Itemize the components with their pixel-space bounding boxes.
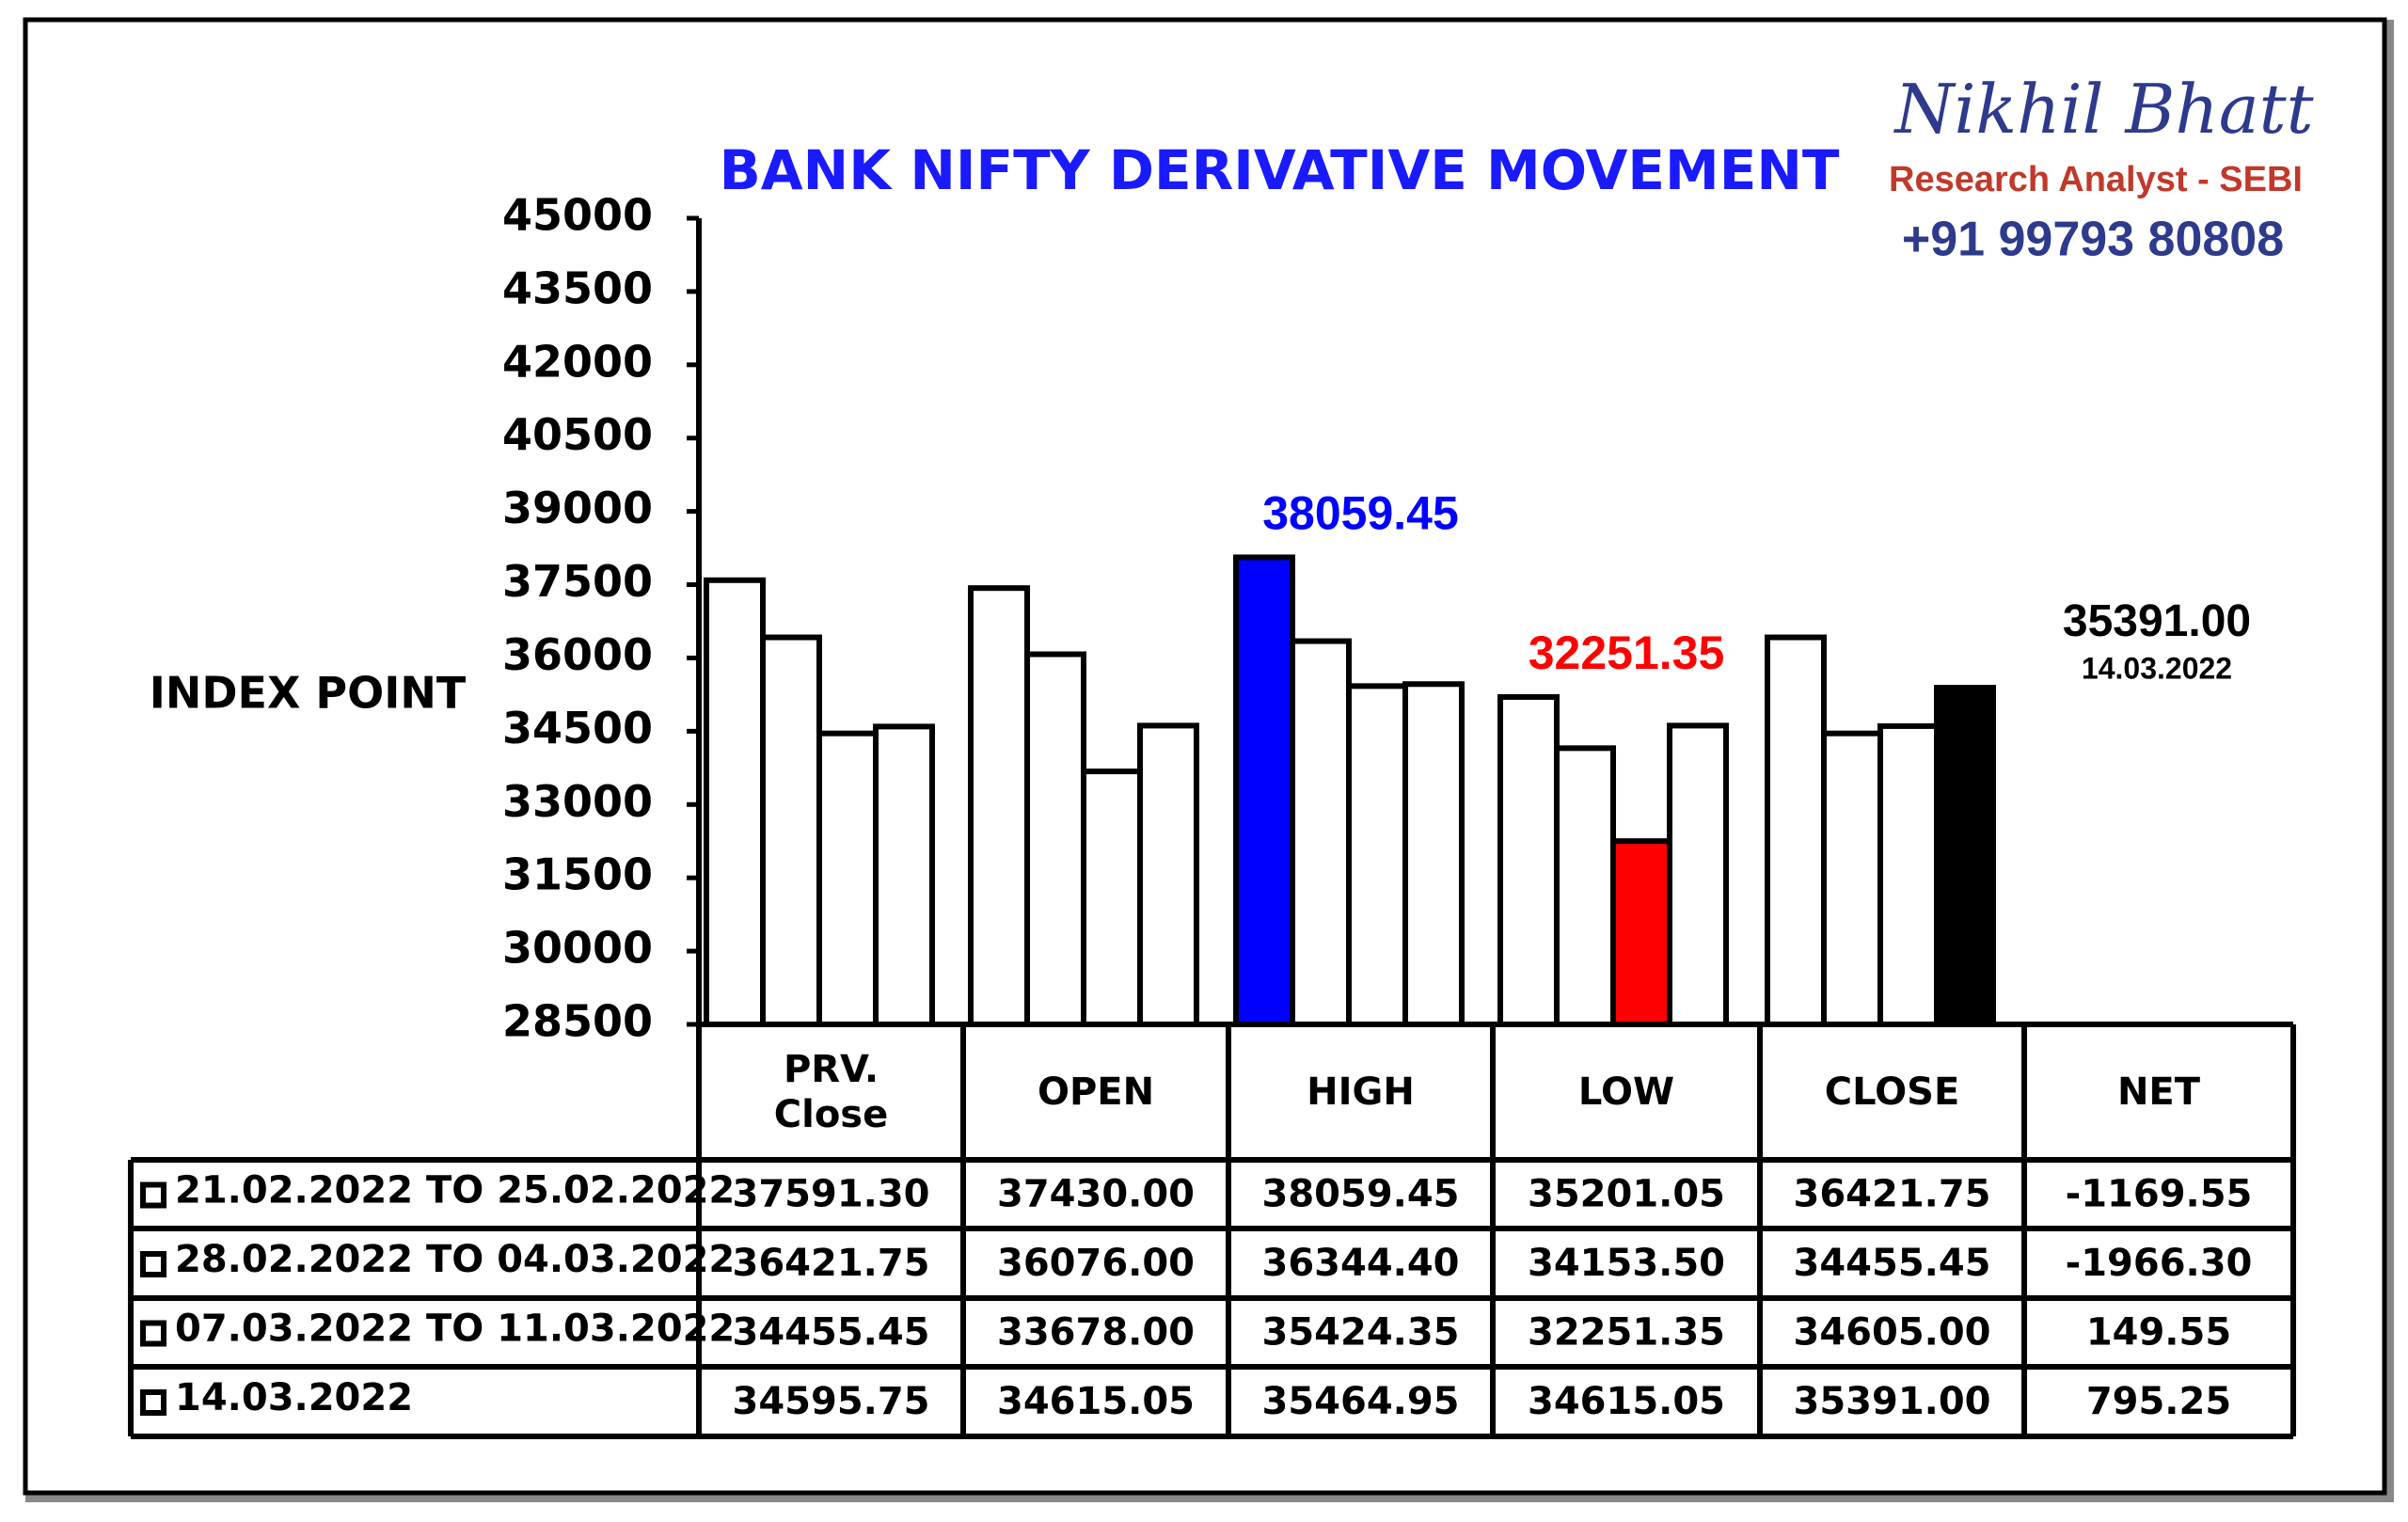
legend-box — [140, 1320, 166, 1347]
table-cell: 34615.05 — [1528, 1380, 1725, 1423]
y-tick-label: 39000 — [502, 483, 653, 533]
row-label: 21.02.2022 TO 25.02.2022 — [175, 1169, 735, 1213]
brand-phone: +91 99793 80808 — [1902, 213, 2284, 267]
data-label: 35391.00 — [2063, 596, 2251, 646]
bar — [1934, 685, 1996, 1027]
bar — [1667, 722, 1729, 1027]
header-label: CLOSE — [1824, 1070, 1960, 1114]
bar — [873, 723, 935, 1027]
bar — [1610, 838, 1672, 1028]
row-label: 07.03.2022 TO 11.03.2022 — [175, 1308, 735, 1351]
table-cell: 34595.75 — [732, 1380, 929, 1423]
bar — [1554, 745, 1616, 1028]
header-label: OPEN — [1037, 1070, 1155, 1114]
table-cell: 36421.75 — [732, 1242, 929, 1285]
header-label: LOW — [1577, 1070, 1675, 1114]
y-tick-label: 43500 — [502, 262, 653, 313]
table-header-cell: OPEN — [963, 1024, 1228, 1160]
header-text: PRV. Close — [699, 1024, 963, 1160]
table-cell: -1966.30 — [2066, 1242, 2253, 1285]
bar — [760, 634, 822, 1028]
chart-title: BANK NIFTY DERIVATIVE MOVEMENT — [720, 138, 1840, 202]
bar — [1497, 693, 1560, 1027]
table-cell: 32251.35 — [1528, 1311, 1725, 1355]
brand-role: Research Analyst - SEBI — [1889, 160, 2303, 199]
table-cell: 37591.30 — [732, 1173, 929, 1216]
y-tick-label: 30000 — [502, 923, 653, 974]
row-label: 14.03.2022 — [175, 1376, 413, 1419]
table-cell: 34153.50 — [1528, 1242, 1725, 1285]
data-label: 38059.45 — [1262, 487, 1459, 540]
table-cell: 37430.00 — [997, 1173, 1195, 1216]
table-header-cell: NET — [2024, 1024, 2293, 1160]
y-axis-label: INDEX POINT — [150, 668, 467, 719]
legend-box — [140, 1181, 166, 1209]
header-text: CLOSE — [1760, 1024, 2024, 1160]
bar — [968, 585, 1030, 1027]
table-cell: 38059.45 — [1261, 1173, 1459, 1216]
bar — [1877, 722, 1940, 1027]
table-cell: 795.25 — [2086, 1380, 2231, 1423]
header-label: PRV. Close — [773, 1048, 889, 1136]
y-tick-label: 45000 — [502, 190, 653, 241]
header-text: NET — [2024, 1024, 2293, 1160]
bar — [1024, 651, 1086, 1027]
header-text: HIGH — [1228, 1024, 1493, 1160]
table-cell: 35201.05 — [1528, 1173, 1725, 1216]
y-tick-label: 31500 — [502, 849, 653, 900]
table-cell: 36344.40 — [1261, 1242, 1459, 1285]
bar — [1765, 634, 1827, 1028]
y-tick-label: 28500 — [502, 996, 653, 1047]
y-tick-label: 34500 — [502, 703, 653, 753]
table-cell: 149.55 — [2086, 1311, 2231, 1355]
legend-box — [140, 1389, 166, 1416]
y-tick-label: 33000 — [502, 776, 653, 827]
header-label: NET — [2116, 1070, 2201, 1114]
y-tick-label: 37500 — [502, 556, 653, 607]
bar — [1137, 722, 1199, 1027]
table-cell: 34455.45 — [1793, 1242, 1990, 1285]
bar — [816, 730, 879, 1027]
bar — [1346, 683, 1408, 1027]
bar — [1821, 730, 1883, 1027]
bar — [1290, 638, 1352, 1027]
table-cell: 36076.00 — [997, 1242, 1195, 1285]
table-header-cell: LOW — [1493, 1024, 1760, 1160]
bar — [1233, 554, 1295, 1028]
table-cell: 34615.05 — [997, 1380, 1195, 1423]
header-label: HIGH — [1307, 1070, 1415, 1114]
table-header-cell: CLOSE — [1760, 1024, 2024, 1160]
y-tick-label: 42000 — [502, 336, 653, 387]
row-label: 28.02.2022 TO 04.03.2022 — [175, 1238, 735, 1281]
table-cell: 35424.35 — [1261, 1311, 1459, 1355]
table-cell: 33678.00 — [997, 1311, 1195, 1355]
header-text: OPEN — [963, 1024, 1228, 1160]
table-header-cell: HIGH — [1228, 1024, 1493, 1160]
table-header-cell: PRV. Close — [699, 1024, 963, 1160]
header-text: LOW — [1493, 1024, 1760, 1160]
brand-name: Nikhil Bhatt — [1893, 70, 2314, 149]
data-label-date: 14.03.2022 — [2082, 652, 2232, 686]
data-label: 32251.35 — [1529, 626, 1725, 679]
table-cell: 34605.00 — [1793, 1311, 1990, 1355]
table-cell: -1169.55 — [2066, 1173, 2253, 1216]
table-cell: 36421.75 — [1793, 1173, 1990, 1216]
bar — [1402, 681, 1465, 1027]
table-cell: 35391.00 — [1793, 1380, 1990, 1423]
y-tick-label: 40500 — [502, 409, 653, 460]
bar — [704, 577, 766, 1028]
bar — [1081, 769, 1143, 1027]
table-cell: 34455.45 — [732, 1311, 929, 1355]
y-tick-label: 36000 — [502, 629, 653, 680]
legend-box — [140, 1251, 166, 1277]
table-cell: 35464.95 — [1261, 1380, 1459, 1423]
